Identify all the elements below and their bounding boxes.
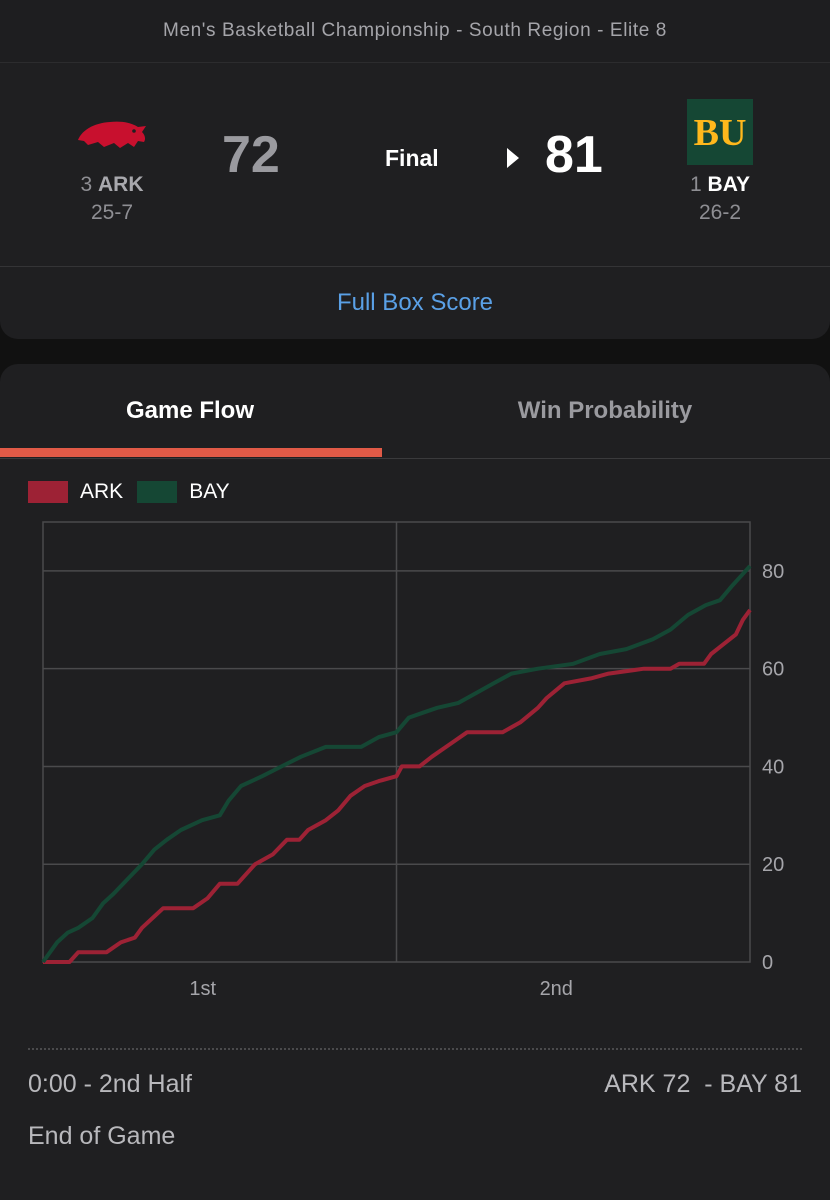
final-score-summary: ARK 72 - BAY 81 bbox=[604, 1070, 802, 1098]
series-line-bay bbox=[41, 564, 752, 964]
game-status: Final bbox=[385, 145, 439, 171]
y-tick-label: 0 bbox=[762, 952, 773, 974]
y-tick-label: 60 bbox=[762, 659, 784, 681]
divider bbox=[0, 266, 830, 267]
legend-label-bay: BAY bbox=[189, 480, 230, 503]
full-box-score-link[interactable]: Full Box Score bbox=[336, 289, 494, 316]
x-tick-label: 1st bbox=[189, 978, 216, 1000]
svg-text:BU: BU bbox=[694, 112, 747, 154]
winner-arrow-icon bbox=[507, 148, 519, 168]
away-seed-abbr: 3 ARK bbox=[32, 173, 192, 197]
legend-swatch-ark bbox=[28, 481, 68, 503]
tab-game-flow[interactable]: Game Flow bbox=[125, 397, 255, 424]
home-seed-abbr: 1 BAY bbox=[640, 173, 800, 197]
home-score: 81 bbox=[545, 126, 603, 184]
away-team[interactable]: 3 ARK 25-7 bbox=[32, 63, 192, 225]
home-seed: 1 bbox=[690, 173, 702, 196]
home-record: 26-2 bbox=[698, 201, 742, 224]
razorback-logo-icon bbox=[32, 99, 192, 169]
series-line-ark bbox=[43, 608, 752, 964]
game-flow-card: Game Flow Win Probability ARK BAY 0 20 40 6… bbox=[0, 364, 830, 1200]
scoreboard-card: 3 ARK 25-7 72 Final 81 BU 1 BAY 26-2 Ful… bbox=[0, 63, 830, 339]
tab-win-probability[interactable]: Win Probability bbox=[517, 397, 693, 424]
game-time: 0:00 - 2nd Half bbox=[28, 1070, 192, 1098]
game-flow-chart: 0 20 40 60 80 1st 2nd bbox=[41, 521, 784, 1000]
away-seed: 3 bbox=[80, 173, 93, 196]
away-record: 25-7 bbox=[90, 201, 134, 224]
footer-divider bbox=[28, 1048, 802, 1050]
y-tick-label: 20 bbox=[762, 854, 784, 876]
away-score: 72 bbox=[222, 126, 280, 184]
chart-legend: ARK BAY bbox=[28, 480, 244, 504]
home-team[interactable]: BU 1 BAY 26-2 bbox=[640, 63, 800, 225]
y-tick-label: 40 bbox=[762, 756, 784, 778]
home-abbr: BAY bbox=[707, 173, 750, 196]
chart-tabs: Game Flow Win Probability bbox=[0, 364, 830, 459]
event-title: Men's Basketball Championship - South Re… bbox=[163, 20, 667, 41]
top-header: Men's Basketball Championship - South Re… bbox=[0, 0, 830, 63]
away-abbr: ARK bbox=[98, 173, 144, 196]
y-tick-label: 80 bbox=[762, 561, 784, 583]
legend-label-ark: ARK bbox=[80, 480, 124, 503]
x-tick-label: 2nd bbox=[540, 978, 573, 1000]
game-event: End of Game bbox=[28, 1122, 176, 1150]
active-tab-indicator bbox=[0, 448, 382, 457]
baylor-bu-logo-icon: BU bbox=[640, 97, 800, 167]
legend-swatch-bay bbox=[137, 481, 178, 503]
